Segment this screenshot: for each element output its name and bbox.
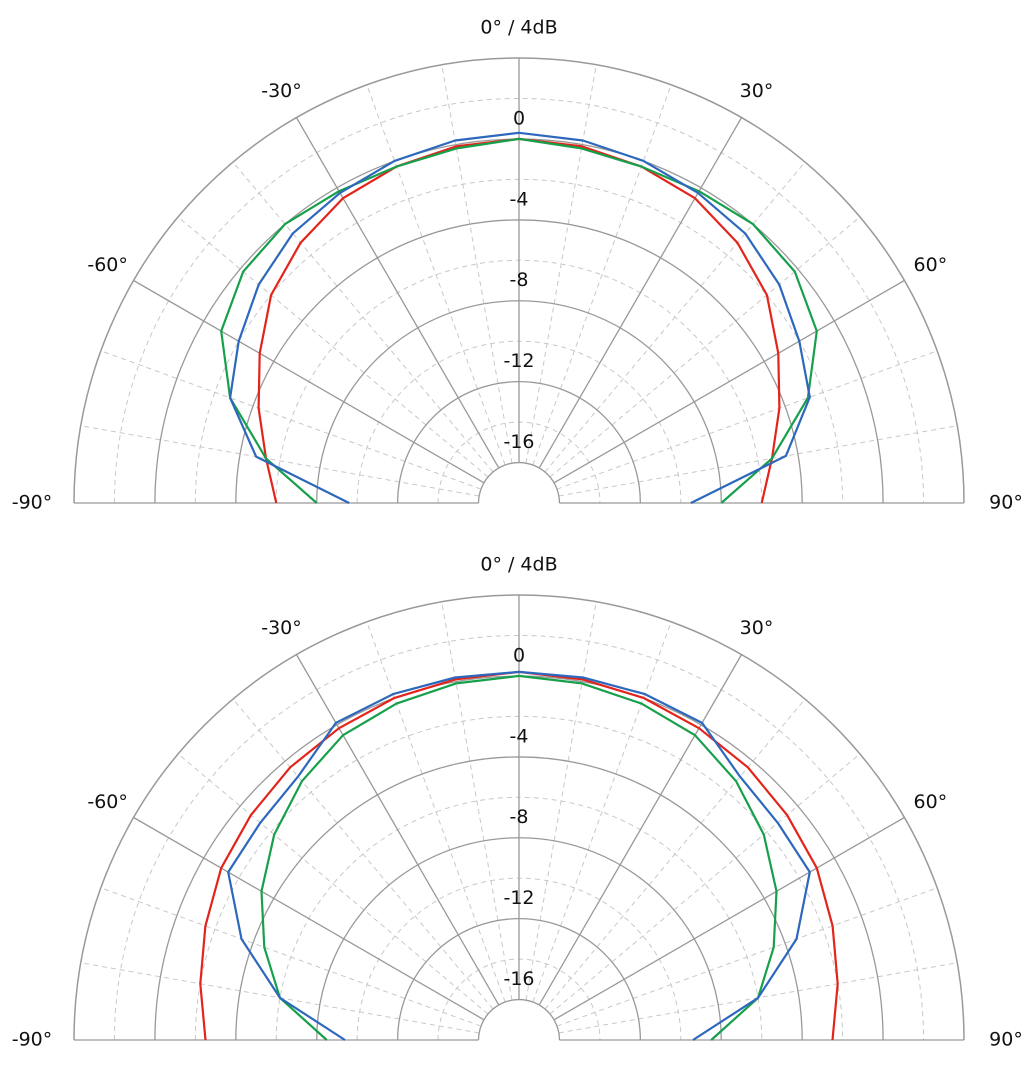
- minor-ring: [113, 97, 925, 504]
- theta-label: -90°: [12, 1029, 53, 1051]
- r-tick-label: -12: [503, 887, 534, 909]
- theta-label: -90°: [12, 492, 53, 514]
- theta-label: 60°: [914, 254, 948, 276]
- minor-spoke: [441, 601, 513, 1001]
- minor-spoke: [366, 621, 506, 1003]
- spoke: [295, 654, 500, 1006]
- theta-label: 30°: [740, 80, 774, 102]
- spoke: [553, 279, 905, 484]
- theta-label: -60°: [87, 791, 128, 813]
- minor-ring: [113, 634, 925, 1041]
- spoke: [133, 279, 485, 484]
- series-line: [220, 137, 818, 504]
- r-tick-label: 0: [513, 107, 525, 129]
- r-tick-label: -8: [510, 269, 529, 291]
- theta-label: 90°: [989, 492, 1023, 514]
- minor-spoke: [532, 621, 672, 1003]
- minor-spoke: [549, 753, 861, 1015]
- theta-label: 0° / 4dB: [480, 17, 557, 39]
- minor-spoke: [177, 216, 489, 478]
- r-tick-label: -16: [503, 431, 534, 453]
- theta-label: 60°: [914, 791, 948, 813]
- minor-spoke: [549, 216, 861, 478]
- r-tick-label: -4: [510, 725, 529, 747]
- minor-spoke: [441, 64, 513, 464]
- theta-label: 0° / 4dB: [480, 554, 557, 576]
- r-tick-label: -4: [510, 188, 529, 210]
- theta-label: -30°: [261, 80, 302, 102]
- minor-spoke: [177, 753, 489, 1015]
- series-line: [229, 131, 811, 504]
- spoke: [133, 816, 485, 1021]
- theta-label: -30°: [261, 617, 302, 639]
- minor-spoke: [532, 84, 672, 466]
- series-line: [260, 674, 778, 1041]
- series-line: [227, 670, 811, 1041]
- minor-spoke: [80, 425, 480, 497]
- r-tick-label: -12: [503, 350, 534, 372]
- r-tick-label: -16: [503, 968, 534, 990]
- minor-spoke: [366, 84, 506, 466]
- theta-label: 90°: [989, 1029, 1023, 1051]
- r-tick-label: -8: [510, 806, 529, 828]
- spoke: [553, 816, 905, 1021]
- theta-label: 30°: [740, 617, 774, 639]
- spoke: [538, 654, 743, 1006]
- r-tick-label: 0: [513, 644, 525, 666]
- spoke: [295, 117, 500, 469]
- theta-label: -60°: [87, 254, 128, 276]
- minor-spoke: [558, 425, 958, 497]
- spoke: [538, 117, 743, 469]
